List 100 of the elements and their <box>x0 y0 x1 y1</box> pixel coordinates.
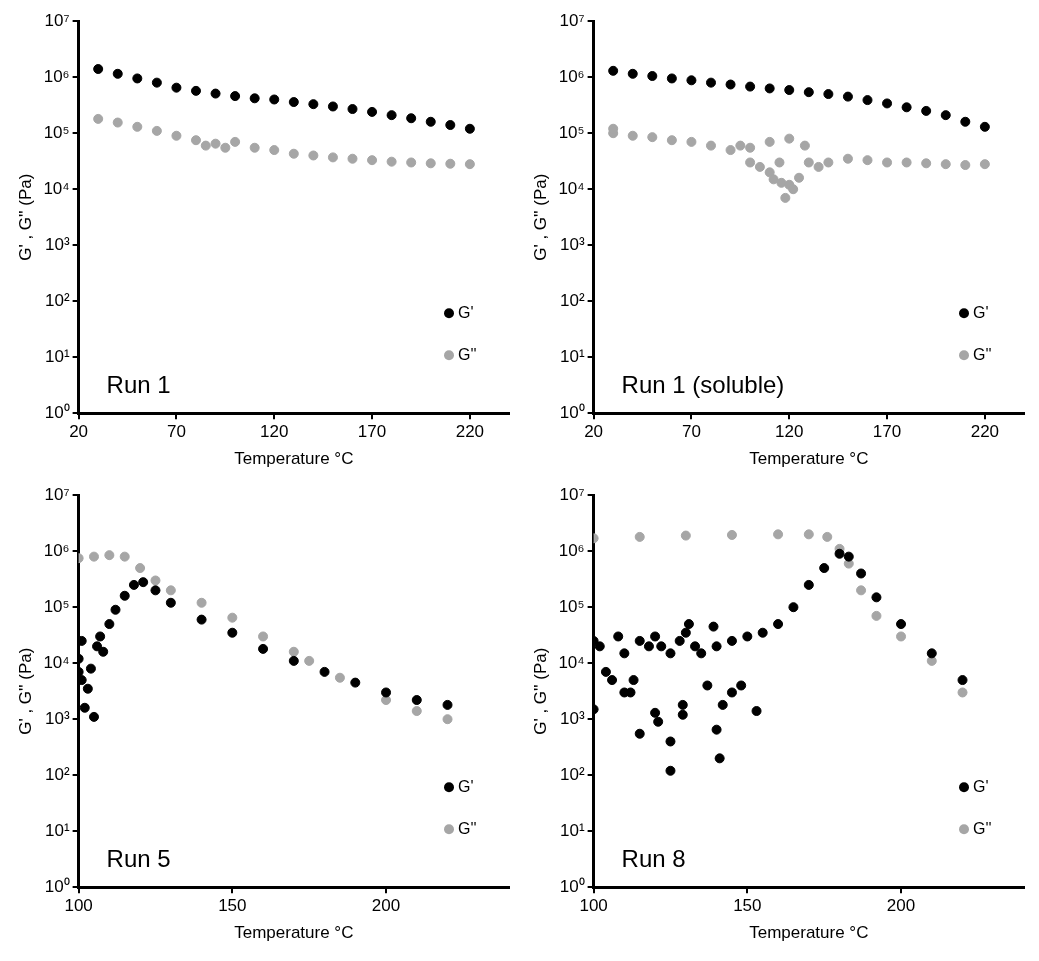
x-tick-label: 170 <box>872 422 902 442</box>
point <box>794 172 805 183</box>
point <box>871 592 882 603</box>
point <box>768 174 779 185</box>
point <box>643 641 654 652</box>
point <box>93 64 104 75</box>
y-axis-title: G' , G'' (Pa) <box>15 647 35 735</box>
point <box>135 563 146 574</box>
point <box>764 136 775 147</box>
point <box>230 91 241 102</box>
y-tick-label: 10⁰ <box>559 402 585 422</box>
point <box>104 550 115 561</box>
point <box>88 711 99 722</box>
y-tick-label: 10¹ <box>45 820 70 840</box>
point <box>960 160 971 171</box>
y-tick-label: 10⁵ <box>43 596 70 616</box>
point <box>288 148 299 159</box>
y-tick-label: 10⁷ <box>44 484 70 504</box>
point <box>690 641 701 652</box>
point <box>674 635 685 646</box>
point <box>445 158 456 169</box>
point <box>921 158 932 169</box>
y-tick-label: 10² <box>45 764 70 784</box>
point <box>714 753 725 764</box>
point <box>650 707 661 718</box>
point <box>677 709 688 720</box>
point <box>711 641 722 652</box>
point <box>132 121 143 132</box>
point <box>686 136 697 147</box>
x-tick-label: 170 <box>357 422 387 442</box>
y-tick-label: 10³ <box>560 708 585 728</box>
point <box>411 706 422 717</box>
point <box>110 604 121 615</box>
x-tick-label: 220 <box>970 422 1000 442</box>
x-tick-label: 100 <box>579 896 608 916</box>
point <box>856 568 867 579</box>
legend-label: G'' <box>458 819 477 837</box>
point <box>628 675 639 686</box>
point <box>88 551 99 562</box>
y-tick-label: 10³ <box>45 234 70 254</box>
point <box>745 142 756 153</box>
x-tick-label: 20 <box>584 422 604 442</box>
point <box>822 531 833 542</box>
point <box>619 648 630 659</box>
point <box>882 157 893 168</box>
y-tick-label: 10¹ <box>560 820 585 840</box>
point <box>896 619 907 630</box>
legend-label: G'' <box>458 345 477 363</box>
point <box>367 155 378 166</box>
point <box>150 575 161 586</box>
point <box>138 577 149 588</box>
y-tick-label: 10⁶ <box>558 66 585 86</box>
y-tick-label: 10⁶ <box>43 540 70 560</box>
point <box>823 89 834 100</box>
point <box>666 135 677 146</box>
point <box>665 648 676 659</box>
point <box>819 563 830 574</box>
x-tick-label: 20 <box>69 422 89 442</box>
point <box>288 646 299 657</box>
point <box>725 79 736 90</box>
point <box>726 529 737 540</box>
point <box>711 724 722 735</box>
x-tick-label: 200 <box>371 896 401 916</box>
point <box>634 635 645 646</box>
x-tick-label: 70 <box>166 422 186 442</box>
point <box>93 113 104 124</box>
y-tick-label: 10⁷ <box>44 10 70 30</box>
annotation: Run 1 (soluble) <box>621 371 785 399</box>
x-tick-label: 150 <box>733 896 762 916</box>
point <box>112 68 123 79</box>
point <box>82 683 93 694</box>
point <box>656 641 667 652</box>
y-axis-title: G' , G'' (Pa) <box>530 173 550 261</box>
y-tick-label: 10² <box>560 764 585 784</box>
point <box>411 695 422 706</box>
point <box>686 75 697 86</box>
point <box>151 125 162 136</box>
point <box>896 631 907 642</box>
point <box>717 699 728 710</box>
point <box>98 646 109 657</box>
point <box>308 99 319 110</box>
point <box>776 177 787 188</box>
point <box>249 142 260 153</box>
x-tick-label: 220 <box>455 422 485 442</box>
y-tick-label: 10⁷ <box>559 10 585 30</box>
point <box>634 728 645 739</box>
point <box>190 135 201 146</box>
annotation: Run 5 <box>106 845 171 873</box>
point <box>171 82 182 93</box>
point <box>347 104 358 115</box>
y-tick-label: 10⁰ <box>44 402 70 422</box>
y-tick-label: 10² <box>560 290 585 310</box>
point <box>196 614 207 625</box>
point <box>799 140 810 151</box>
x-tick-label: 200 <box>886 896 916 916</box>
point <box>803 579 814 590</box>
point <box>220 142 231 153</box>
point <box>842 91 853 102</box>
point <box>788 184 799 195</box>
y-tick-label: 10⁵ <box>43 122 70 142</box>
